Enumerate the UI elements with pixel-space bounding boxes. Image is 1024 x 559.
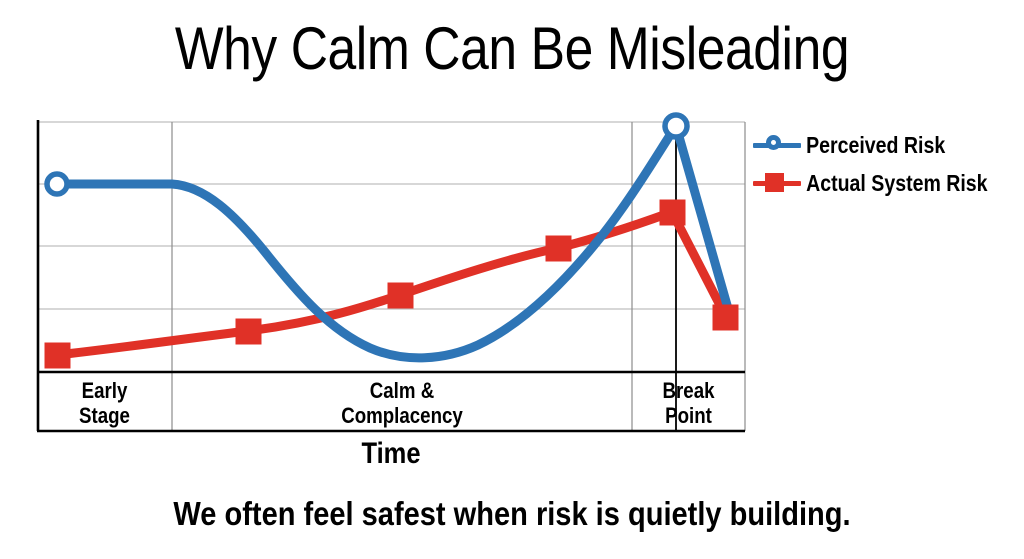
series-markers-perceived-risk <box>44 112 690 197</box>
data-point-marker <box>44 171 70 197</box>
series-markers-actual-system-risk <box>44 199 739 369</box>
data-point-marker <box>712 304 739 331</box>
data-point-marker <box>387 282 414 309</box>
data-point-marker <box>235 318 262 345</box>
data-point-marker <box>662 112 690 140</box>
legend-label: Perceived Risk <box>806 132 946 158</box>
page-title: Why Calm Can Be Misleading <box>174 15 850 82</box>
x-category-line: Complacency <box>341 403 463 428</box>
data-point-marker <box>44 342 71 369</box>
gridlines-vertical <box>171 122 746 431</box>
x-category-line: Stage <box>79 403 130 428</box>
x-category-label-break-point: Break Point <box>640 378 736 428</box>
x-category-line: Point <box>665 403 712 428</box>
data-point-marker <box>545 235 572 262</box>
legend-label: Actual System Risk <box>806 170 988 196</box>
chart-area: Early Stage Calm & Complacency Break Poi… <box>36 112 1018 433</box>
chart-svg <box>36 112 746 433</box>
legend-item-actual-system-risk[interactable]: Actual System Risk <box>753 164 1018 202</box>
x-axis-title: Time <box>361 437 421 470</box>
x-category-label-calm-complacency: Calm & Complacency <box>207 378 598 428</box>
x-category-line: Break <box>662 378 715 403</box>
gridlines-horizontal <box>37 121 745 310</box>
data-point-marker <box>659 199 686 226</box>
x-category-line: Calm & <box>369 378 435 403</box>
chart-caption: We often feel safest when risk is quietl… <box>173 495 851 532</box>
x-category-label-early-stage: Early Stage <box>47 378 162 428</box>
series-line-perceived-risk <box>52 121 734 363</box>
chart-legend: Perceived Risk Actual System Risk <box>753 126 1018 202</box>
legend-item-perceived-risk[interactable]: Perceived Risk <box>753 126 1018 164</box>
legend-swatch-open-circle-icon <box>753 132 801 158</box>
x-category-line: Early <box>81 378 128 403</box>
legend-swatch-filled-square-icon <box>753 170 801 196</box>
